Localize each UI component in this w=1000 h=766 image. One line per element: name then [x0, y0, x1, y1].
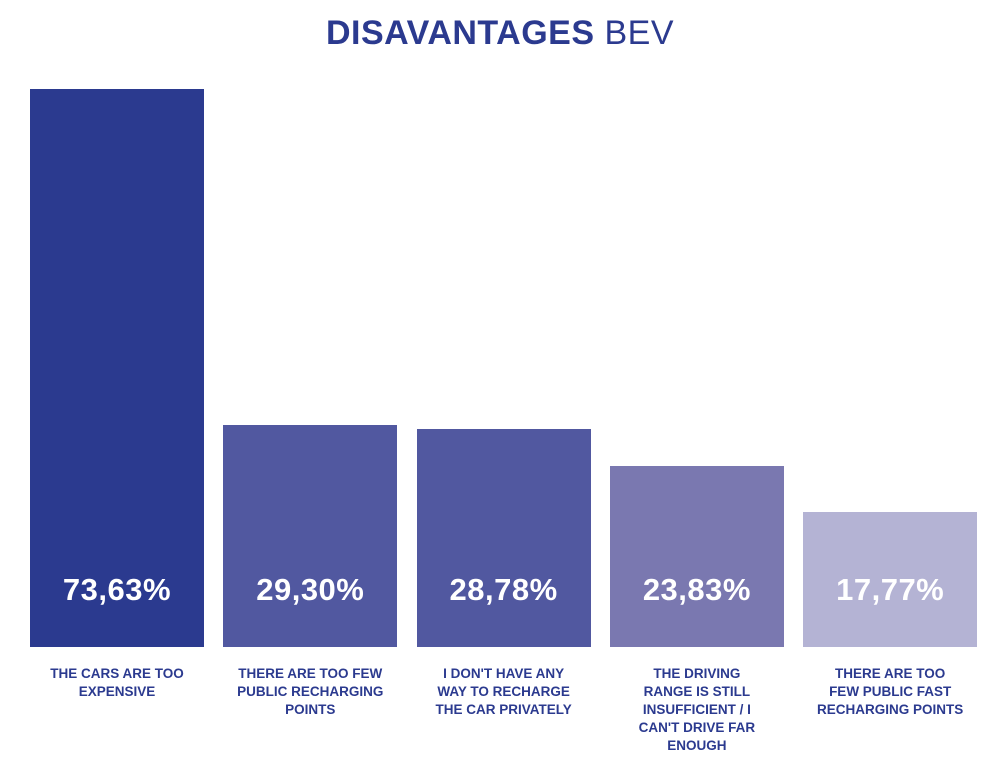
- bar: [223, 424, 398, 647]
- bar: [416, 428, 591, 647]
- data-label: 23,83%: [642, 572, 751, 607]
- category-label: THE CARS ARE TOO EXPENSIVE: [50, 666, 184, 699]
- data-label: 73,63%: [62, 572, 172, 607]
- data-label: 28,78%: [449, 572, 558, 607]
- category-label: THERE ARE TOO FEW PUBLIC FAST RECHARGING…: [817, 666, 964, 717]
- category-label: THERE ARE TOO FEW PUBLIC RECHARGING POIN…: [237, 666, 384, 717]
- chart-title-normal: BEV: [604, 14, 675, 52]
- data-label: 17,77%: [836, 572, 945, 607]
- bar: [609, 466, 784, 647]
- chart-title-bold: DISAVANTAGES: [325, 14, 595, 52]
- category-label: I DON'T HAVE ANY WAY TO RECHARGE THE CAR…: [435, 666, 572, 717]
- bar: [30, 88, 204, 647]
- bar: [803, 512, 978, 647]
- data-label: 29,30%: [256, 572, 365, 607]
- chart-title: DISAVANTAGES BEV: [0, 14, 1000, 53]
- category-label: THE DRIVING RANGE IS STILL INSUFFICIENT …: [638, 666, 756, 753]
